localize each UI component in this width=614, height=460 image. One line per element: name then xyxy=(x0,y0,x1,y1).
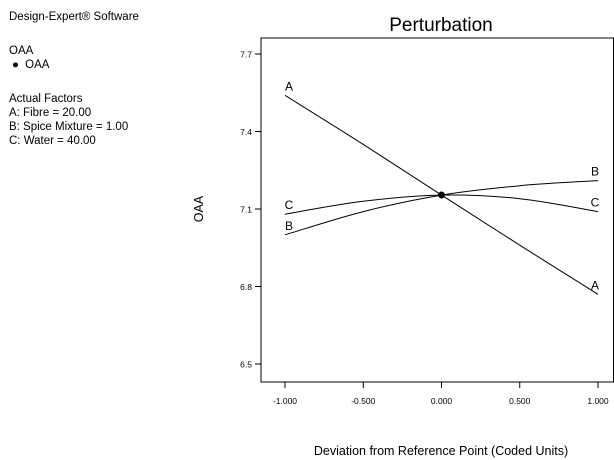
x-tick-label: 0.000 xyxy=(431,396,453,406)
software-label: Design-Expert® Software xyxy=(9,11,139,23)
series-line-b xyxy=(284,180,599,236)
response-legend: ● OAA xyxy=(9,58,49,72)
series-label-c-end: C xyxy=(591,196,600,210)
series-label-b-end: B xyxy=(591,165,599,179)
factor-a: A: Fibre = 20.00 xyxy=(9,107,92,119)
y-tick-label: 7.4 xyxy=(240,127,252,137)
legend-label: OAA xyxy=(25,59,50,71)
response-title: OAA xyxy=(9,45,34,57)
x-tick-label: 1.000 xyxy=(587,396,609,406)
factors-heading: Actual Factors xyxy=(9,93,83,105)
x-axis-label: Deviation from Reference Point (Coded Un… xyxy=(314,444,568,458)
chart-title: Perturbation xyxy=(389,15,493,36)
series-label-c-start: C xyxy=(285,198,294,212)
series-label-b-start: B xyxy=(285,219,293,233)
plot-frame xyxy=(260,37,614,383)
x-tick-label: 0.500 xyxy=(509,396,531,406)
y-tick-label: 6.5 xyxy=(240,360,252,370)
dot-icon: ● xyxy=(12,59,19,71)
factor-c: C: Water = 40.00 xyxy=(9,135,96,147)
x-tick-label: -0.500 xyxy=(351,396,375,406)
y-tick-label: 6.8 xyxy=(240,282,252,292)
reference-point-marker xyxy=(438,191,445,199)
plot-area: 6.5 6.8 7.1 7.4 7.7 -1.000 -0.500 0.000 0.500 1.0… xyxy=(240,37,614,406)
series-label-a-end: A xyxy=(591,278,599,292)
x-tick-label: -1.000 xyxy=(273,396,297,406)
series-label-a-start: A xyxy=(285,79,293,93)
factor-b: B: Spice Mixture = 1.00 xyxy=(9,121,129,133)
y-tick-label: 7.7 xyxy=(240,50,252,60)
y-tick-label: 7.1 xyxy=(240,205,252,215)
y-axis-label: OAA xyxy=(192,195,206,222)
